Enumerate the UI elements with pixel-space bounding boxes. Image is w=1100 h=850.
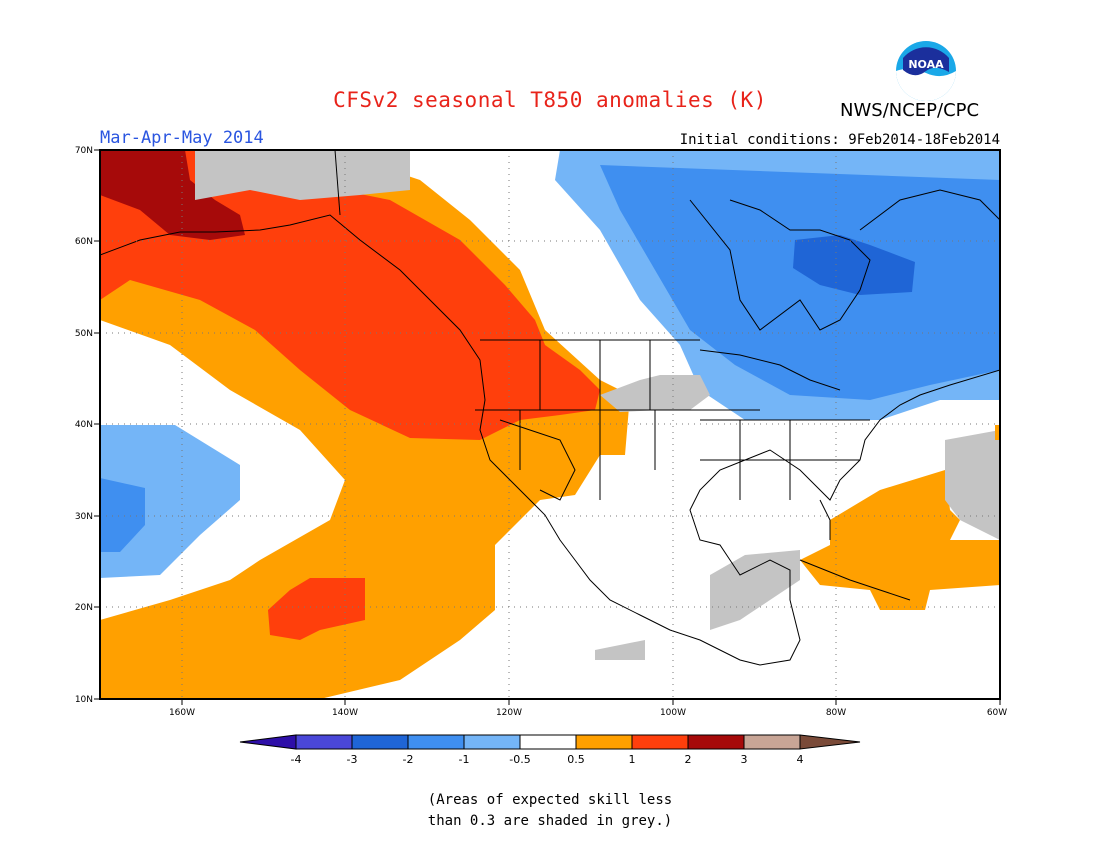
- cold-anomaly-pacific: [100, 425, 240, 578]
- low-skill-area: [595, 640, 645, 660]
- colorbar-label: 4: [797, 753, 804, 766]
- lon-label: 120W: [496, 708, 522, 718]
- colorbar: [239, 734, 861, 750]
- cold-anomaly-center: [793, 235, 915, 295]
- lon-label: 80W: [826, 708, 846, 718]
- lon-label: 100W: [660, 708, 686, 718]
- colorbar-segment: [239, 734, 297, 750]
- colorbar-segment: [743, 734, 801, 750]
- colorbar-segment: [687, 734, 745, 750]
- graticule: [100, 150, 1000, 699]
- noaa-logo-icon: NOAA: [896, 41, 956, 101]
- footnote-line: than 0.3 are shaded in grey.): [427, 813, 673, 829]
- lon-label: 60W: [987, 708, 1007, 718]
- lon-label: 160W: [169, 708, 195, 718]
- colorbar-label: -3: [347, 753, 358, 766]
- map-title: CFSv2 seasonal T850 anomalies (K): [333, 88, 767, 112]
- lat-label: 70N: [75, 146, 93, 156]
- low-skill-area: [195, 150, 410, 200]
- colorbar-label: 1: [629, 753, 636, 766]
- warm-anomaly-atlantic: [800, 470, 1000, 610]
- lat-label: 50N: [75, 329, 93, 339]
- cold-anomaly-core: [600, 165, 1000, 400]
- footnote-line: (Areas of expected skill less: [427, 792, 673, 808]
- colorbar-label: -0.5: [509, 753, 530, 766]
- agency-label: NWS/NCEP/CPC: [840, 100, 980, 121]
- initial-conditions-label: Initial conditions: 9Feb2014-18Feb2014: [679, 132, 1000, 148]
- colorbar-label: 0.5: [567, 753, 585, 766]
- colorbar-segment: [407, 734, 465, 750]
- colorbar-label: -4: [291, 753, 302, 766]
- lat-label: 60N: [75, 237, 93, 247]
- colorbar-label: 2: [685, 753, 692, 766]
- lon-label: 140W: [332, 708, 358, 718]
- colorbar-segment: [295, 734, 353, 750]
- lat-label: 30N: [75, 512, 93, 522]
- low-skill-area: [710, 550, 800, 630]
- low-skill-area: [945, 430, 1000, 540]
- lat-label: 20N: [75, 603, 93, 613]
- footnote: (Areas of expected skill less than 0.3 a…: [0, 790, 1100, 832]
- colorbar-segment: [519, 734, 577, 750]
- cold-anomaly-pacific-core: [100, 478, 145, 552]
- colorbar-segment: [631, 734, 689, 750]
- low-skill-area: [600, 375, 710, 412]
- warm-anomaly-subtropics: [268, 578, 365, 640]
- season-label: Mar-Apr-May 2014: [100, 128, 264, 148]
- anomaly-map: 70N 60N 50N 40N 30N 20N 10N 160W 140W 12…: [75, 146, 1007, 766]
- warm-anomaly-alaska: [100, 150, 245, 240]
- colorbar-label: -2: [403, 753, 414, 766]
- lon-labels: 160W 140W 120W 100W 80W 60W: [169, 708, 1007, 718]
- noaa-logo-text: NOAA: [908, 58, 944, 71]
- lat-label: 40N: [75, 420, 93, 430]
- colorbar-segment: [463, 734, 521, 750]
- coastlines: [100, 150, 1000, 666]
- colorbar-labels: -4 -3 -2 -1 -0.5 0.5 1 2 3 4: [291, 753, 804, 766]
- colorbar-segment: [351, 734, 409, 750]
- axis-ticks: [94, 149, 1001, 705]
- colorbar-segment: [799, 734, 861, 750]
- colorbar-label: 3: [741, 753, 748, 766]
- colorbar-label: -1: [459, 753, 470, 766]
- colorbar-segment: [575, 734, 633, 750]
- lat-labels: 70N 60N 50N 40N 30N 20N 10N: [75, 146, 93, 705]
- lat-label: 10N: [75, 695, 93, 705]
